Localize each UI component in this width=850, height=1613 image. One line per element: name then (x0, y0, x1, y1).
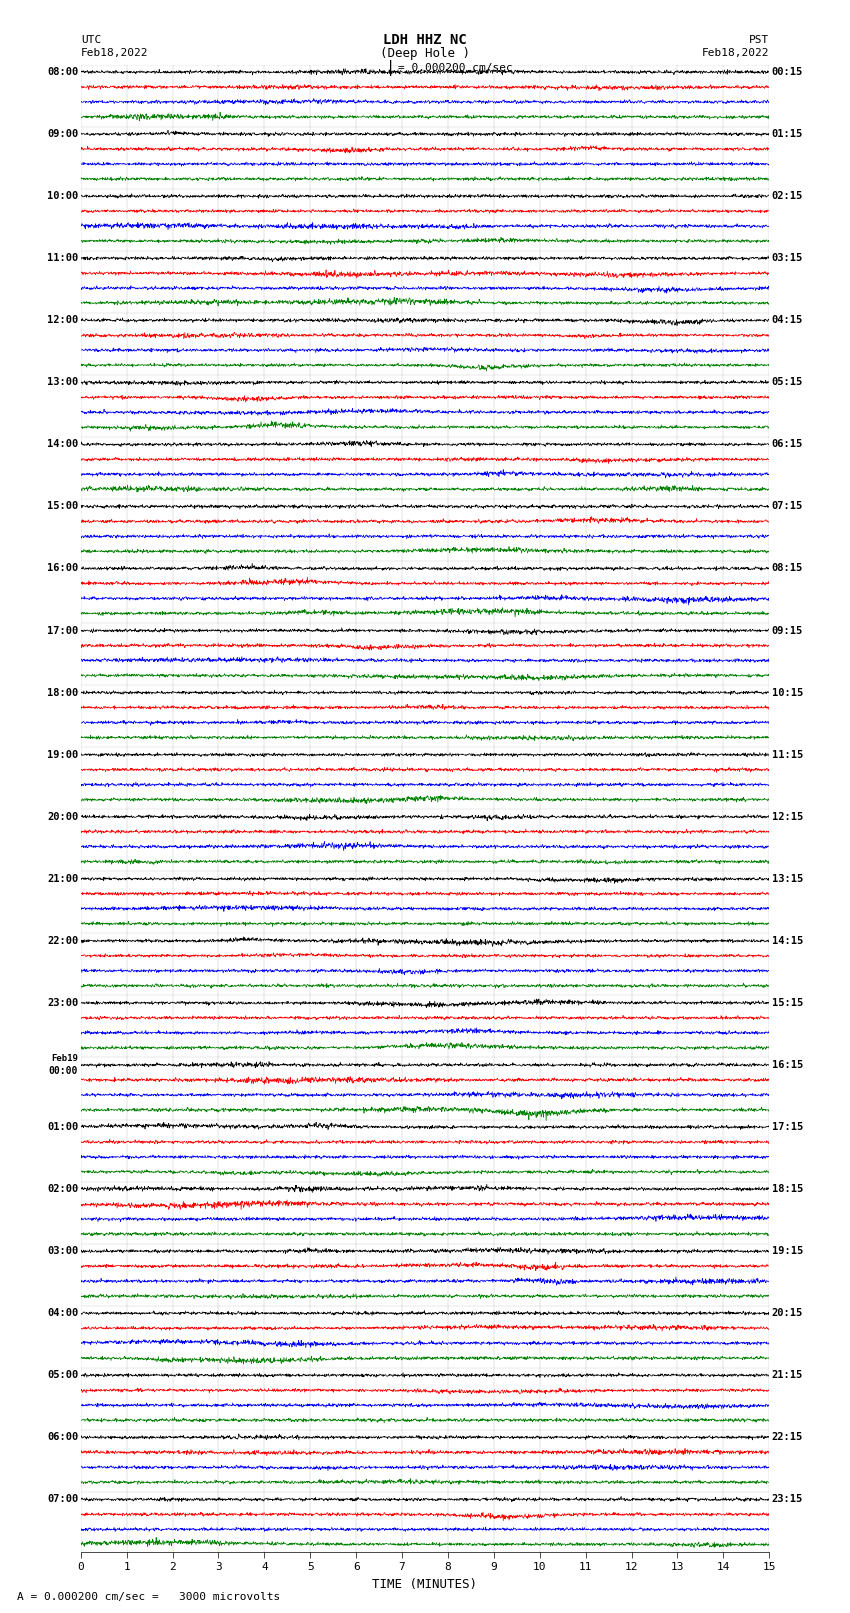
Text: 00:00: 00:00 (48, 1066, 78, 1076)
Text: 18:00: 18:00 (47, 687, 78, 697)
Text: 17:00: 17:00 (47, 626, 78, 636)
Text: 22:15: 22:15 (772, 1432, 803, 1442)
Text: 22:00: 22:00 (47, 936, 78, 945)
Text: 18:15: 18:15 (772, 1184, 803, 1194)
Text: 06:00: 06:00 (47, 1432, 78, 1442)
Text: Feb18,2022: Feb18,2022 (81, 48, 148, 58)
Text: 20:00: 20:00 (47, 811, 78, 821)
Text: 03:00: 03:00 (47, 1247, 78, 1257)
Text: 11:15: 11:15 (772, 750, 803, 760)
Text: 23:15: 23:15 (772, 1494, 803, 1505)
Text: (Deep Hole ): (Deep Hole ) (380, 47, 470, 60)
Text: 13:15: 13:15 (772, 874, 803, 884)
Text: 01:15: 01:15 (772, 129, 803, 139)
Text: UTC: UTC (81, 35, 101, 45)
Text: 06:15: 06:15 (772, 439, 803, 450)
Text: 14:15: 14:15 (772, 936, 803, 945)
Text: 05:00: 05:00 (47, 1371, 78, 1381)
Text: 19:00: 19:00 (47, 750, 78, 760)
Text: 02:15: 02:15 (772, 190, 803, 202)
Text: 09:15: 09:15 (772, 626, 803, 636)
Text: 12:15: 12:15 (772, 811, 803, 821)
Text: 04:15: 04:15 (772, 315, 803, 326)
Text: 04:00: 04:00 (47, 1308, 78, 1318)
Text: 07:00: 07:00 (47, 1494, 78, 1505)
Text: 09:00: 09:00 (47, 129, 78, 139)
Text: 11:00: 11:00 (47, 253, 78, 263)
Text: 21:00: 21:00 (47, 874, 78, 884)
Text: 14:00: 14:00 (47, 439, 78, 450)
Text: A = 0.000200 cm/sec =   3000 microvolts: A = 0.000200 cm/sec = 3000 microvolts (17, 1592, 280, 1602)
Text: PST: PST (749, 35, 769, 45)
Text: 12:00: 12:00 (47, 315, 78, 326)
Text: 00:15: 00:15 (772, 68, 803, 77)
Text: 19:15: 19:15 (772, 1247, 803, 1257)
Text: 10:15: 10:15 (772, 687, 803, 697)
Text: 23:00: 23:00 (47, 998, 78, 1008)
Text: Feb19: Feb19 (51, 1053, 78, 1063)
Text: 21:15: 21:15 (772, 1371, 803, 1381)
Text: LDH HHZ NC: LDH HHZ NC (383, 34, 467, 47)
Text: 15:00: 15:00 (47, 502, 78, 511)
Text: 03:15: 03:15 (772, 253, 803, 263)
Text: 10:00: 10:00 (47, 190, 78, 202)
Text: 16:15: 16:15 (772, 1060, 803, 1069)
X-axis label: TIME (MINUTES): TIME (MINUTES) (372, 1578, 478, 1590)
Text: 08:15: 08:15 (772, 563, 803, 574)
Text: 15:15: 15:15 (772, 998, 803, 1008)
Text: 17:15: 17:15 (772, 1123, 803, 1132)
Text: |: | (387, 60, 395, 76)
Text: 01:00: 01:00 (47, 1123, 78, 1132)
Text: 13:00: 13:00 (47, 377, 78, 387)
Text: 16:00: 16:00 (47, 563, 78, 574)
Text: 02:00: 02:00 (47, 1184, 78, 1194)
Text: Feb18,2022: Feb18,2022 (702, 48, 769, 58)
Text: 08:00: 08:00 (47, 68, 78, 77)
Text: 20:15: 20:15 (772, 1308, 803, 1318)
Text: 05:15: 05:15 (772, 377, 803, 387)
Text: 07:15: 07:15 (772, 502, 803, 511)
Text: = 0.000200 cm/sec: = 0.000200 cm/sec (398, 63, 513, 73)
